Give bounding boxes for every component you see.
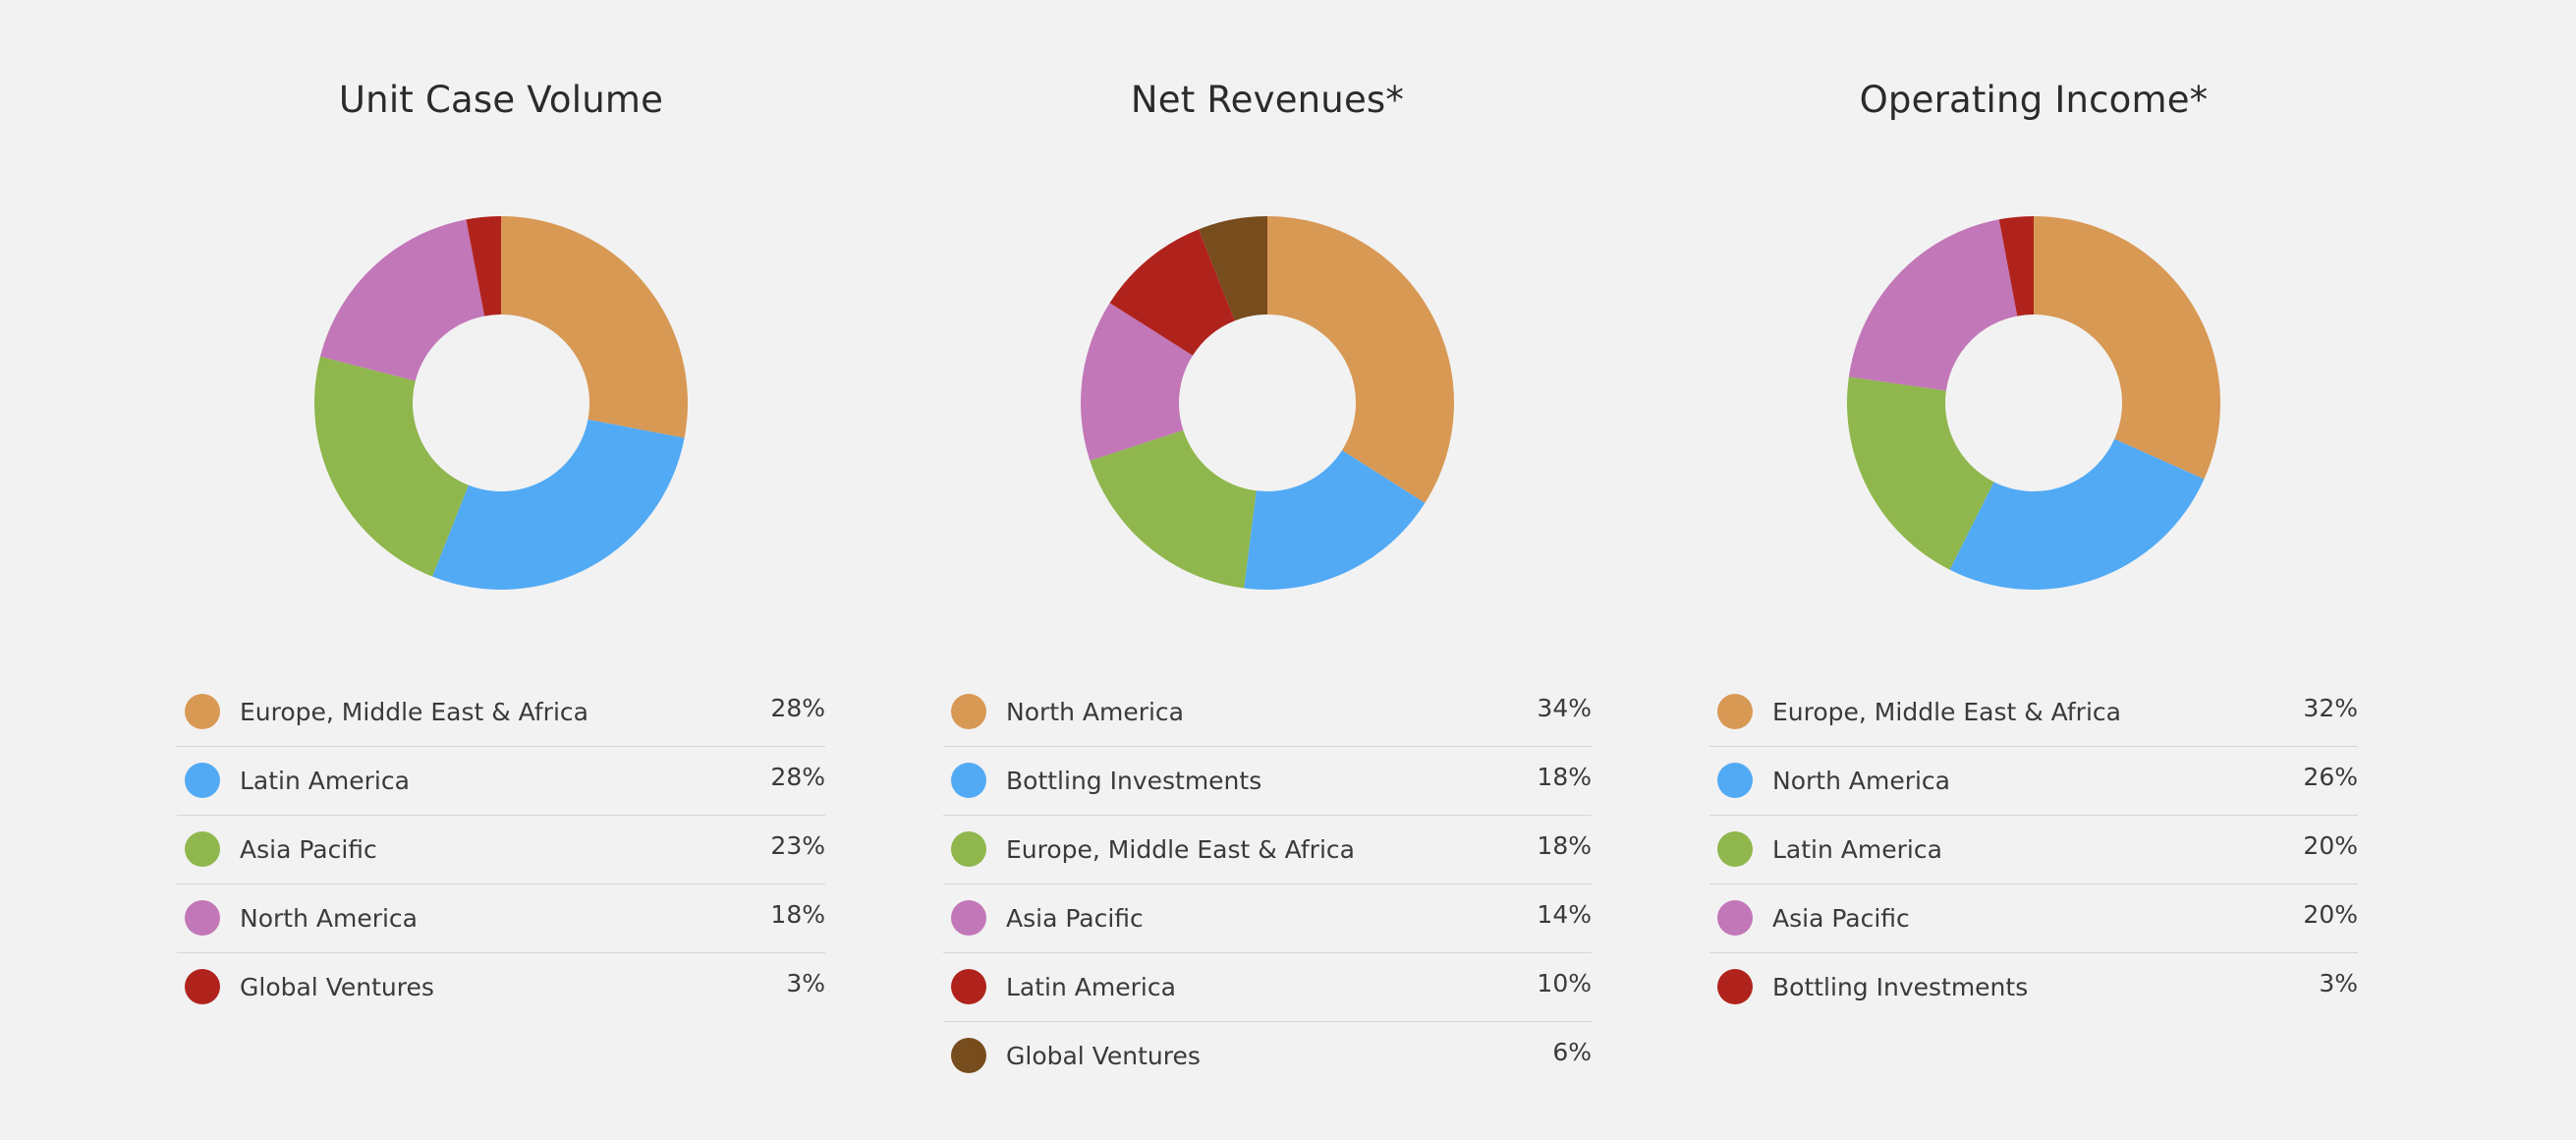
donut-slice-north-america	[319, 219, 485, 381]
donut-slice-europe-middle-east-and-africa	[2034, 216, 2220, 480]
legend-label: Bottling Investments	[1772, 973, 2029, 1001]
legend-swatch	[185, 763, 220, 798]
legend-swatch	[951, 1038, 986, 1073]
chart-panel-net-revenues: Net Revenues* North America 34% Bottling I…	[943, 0, 1592, 1140]
donut-slice-north-america	[1267, 216, 1454, 503]
legend-row: Europe, Middle East & Africa 28%	[177, 678, 825, 747]
legend-swatch	[1717, 694, 1753, 729]
legend-value: 28%	[770, 763, 825, 791]
donut-slice-latin-america	[432, 419, 685, 590]
legend-value: 23%	[770, 831, 825, 860]
legend-label: Latin America	[1006, 973, 1176, 1001]
legend-row: North America 18%	[177, 884, 825, 953]
legend-swatch	[951, 694, 986, 729]
donut-slice-asia-pacific	[314, 356, 469, 577]
donut-slice-latin-america	[1109, 229, 1235, 356]
donut-chart	[1847, 216, 2220, 590]
legend-value: 34%	[1537, 694, 1592, 722]
legend-value: 10%	[1537, 969, 1592, 998]
legend-swatch	[185, 831, 220, 867]
legend-label: Global Ventures	[1006, 1042, 1201, 1070]
chart-title: Unit Case Volume	[338, 79, 664, 121]
legend-swatch	[1717, 763, 1753, 798]
legend-label: Latin America	[1772, 835, 1942, 864]
legend-value: 20%	[2303, 900, 2358, 929]
legend-row: North America 34%	[943, 678, 1592, 747]
legend-row: Europe, Middle East & Africa 32%	[1709, 678, 2358, 747]
legend-value: 26%	[2303, 763, 2358, 791]
legend-label: Asia Pacific	[240, 835, 377, 864]
legend-swatch	[1717, 900, 1753, 936]
legend-label: North America	[240, 904, 418, 933]
legend-value: 18%	[770, 900, 825, 929]
donut-slice-europe-middle-east-and-africa	[501, 216, 688, 438]
legend-swatch	[951, 831, 986, 867]
legend-row: Europe, Middle East & Africa 18%	[943, 816, 1592, 884]
legend-swatch	[185, 900, 220, 936]
chart-legend: Europe, Middle East & Africa 28% Latin Ame…	[177, 678, 825, 1022]
legend-label: Europe, Middle East & Africa	[1006, 835, 1355, 864]
legend-row: Global Ventures 3%	[177, 953, 825, 1022]
chart-panel-operating-income: Operating Income* Europe, Middle East & …	[1709, 0, 2358, 1140]
legend-value: 18%	[1537, 831, 1592, 860]
legend-row: Latin America 28%	[177, 747, 825, 816]
legend-value: 18%	[1537, 763, 1592, 791]
legend-swatch	[185, 694, 220, 729]
legend-row: Latin America 10%	[943, 953, 1592, 1022]
donut-slice-asia-pacific	[1848, 219, 2018, 391]
legend-value: 20%	[2303, 831, 2358, 860]
donut-chart	[1081, 216, 1454, 590]
legend-label: North America	[1006, 698, 1184, 726]
legend-value: 32%	[2303, 694, 2358, 722]
legend-label: Europe, Middle East & Africa	[1772, 698, 2121, 726]
legend-value: 14%	[1537, 900, 1592, 929]
legend-label: Europe, Middle East & Africa	[240, 698, 588, 726]
legend-swatch	[951, 900, 986, 936]
legend-value: 3%	[2319, 969, 2358, 998]
donut-slice-north-america	[1949, 438, 2205, 590]
chart-title: Operating Income*	[1859, 79, 2209, 121]
legend-label: North America	[1772, 767, 1950, 795]
donut-slice-bottling-investments	[1244, 450, 1426, 590]
chart-panel-unit-case-volume: Unit Case Volume Europe, Middle East & A…	[177, 0, 825, 1140]
donut-slice-global-ventures	[466, 216, 501, 316]
donut-slice-bottling-investments	[1998, 216, 2034, 316]
legend-label: Bottling Investments	[1006, 767, 1262, 795]
legend-row: Bottling Investments 3%	[1709, 953, 2358, 1022]
legend-row: Global Ventures 6%	[943, 1022, 1592, 1091]
legend-value: 6%	[1552, 1038, 1592, 1066]
donut-slice-latin-america	[1847, 376, 1994, 570]
legend-row: Asia Pacific 23%	[177, 816, 825, 884]
legend-swatch	[1717, 969, 1753, 1004]
legend-label: Asia Pacific	[1006, 904, 1144, 933]
legend-swatch	[951, 969, 986, 1004]
legend-label: Global Ventures	[240, 973, 434, 1001]
legend-swatch	[185, 969, 220, 1004]
legend-label: Latin America	[240, 767, 410, 795]
donut-chart	[314, 216, 688, 590]
chart-legend: Europe, Middle East & Africa 32% North Ame…	[1709, 678, 2358, 1022]
legend-row: North America 26%	[1709, 747, 2358, 816]
donut-slice-europe-middle-east-and-africa	[1090, 429, 1257, 589]
legend-row: Latin America 20%	[1709, 816, 2358, 884]
legend-row: Asia Pacific 20%	[1709, 884, 2358, 953]
legend-swatch	[951, 763, 986, 798]
donut-slice-asia-pacific	[1081, 303, 1194, 461]
legend-swatch	[1717, 831, 1753, 867]
legend-row: Asia Pacific 14%	[943, 884, 1592, 953]
donut-slice-global-ventures	[1199, 216, 1267, 321]
legend-row: Bottling Investments 18%	[943, 747, 1592, 816]
legend-value: 3%	[786, 969, 825, 998]
chart-legend: North America 34% Bottling Investments 18% E…	[943, 678, 1592, 1091]
chart-title: Net Revenues*	[1130, 79, 1405, 121]
legend-label: Asia Pacific	[1772, 904, 1910, 933]
legend-value: 28%	[770, 694, 825, 722]
